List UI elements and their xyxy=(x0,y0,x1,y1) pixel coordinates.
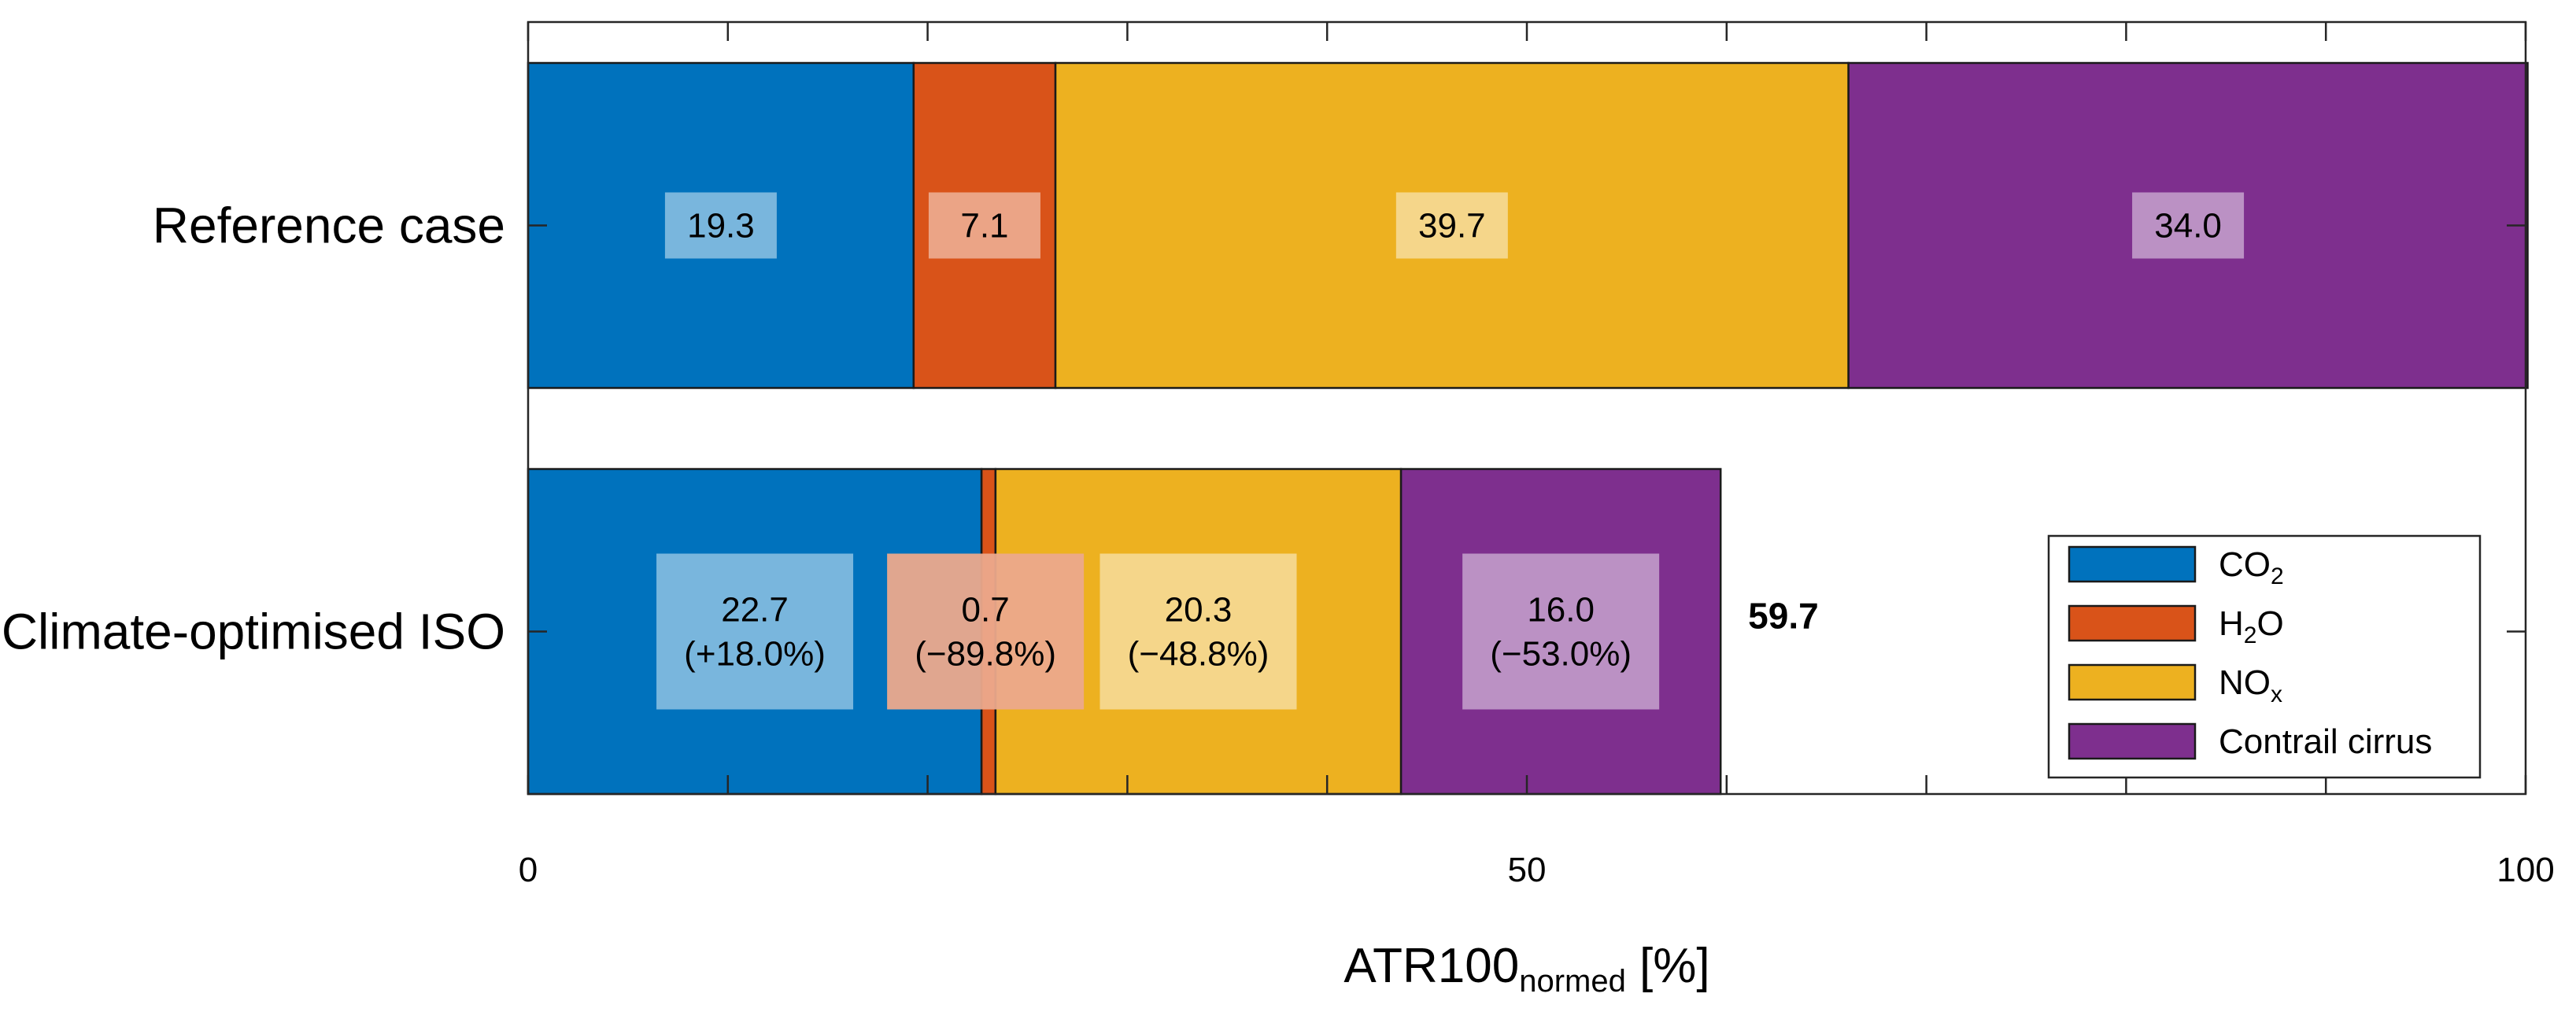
data-label: 39.7 xyxy=(1418,207,1486,246)
x-axis-title-unit: [%] xyxy=(1626,939,1710,993)
data-label-box xyxy=(1100,553,1297,710)
data-label-box xyxy=(1462,553,1660,710)
category-label: Reference case xyxy=(153,198,505,254)
ticks-layer: Reference case Climate-optimised ISO 0 50 10… xyxy=(2,22,2555,889)
data-label: 34.0 xyxy=(2154,207,2222,246)
x-axis-title: ATR100normed [%] xyxy=(1343,939,1709,999)
legend-swatch xyxy=(2068,545,2197,583)
category-label: Climate-optimised ISO xyxy=(2,604,505,660)
data-label: 19.3 xyxy=(687,207,755,246)
data-label-box xyxy=(656,553,854,710)
data-label: (−48.8%) xyxy=(1128,635,1270,674)
data-label: (−53.0%) xyxy=(1490,635,1632,674)
legend-entry: Contrail cirrus xyxy=(2219,722,2432,761)
legend: CO2 H2O NOx Contrail cirrus xyxy=(2047,534,2482,779)
x-tick-label: 0 xyxy=(519,851,538,889)
data-label: (−89.8%) xyxy=(915,635,1056,674)
x-tick-label: 100 xyxy=(2497,851,2554,889)
data-label: 20.3 xyxy=(1165,591,1233,630)
legend-swatch xyxy=(2068,663,2197,701)
data-label: 16.0 xyxy=(1527,591,1595,630)
data-label: (+18.0%) xyxy=(684,635,826,674)
legend-swatch xyxy=(2068,604,2197,642)
total-label: 59.7 xyxy=(1748,596,1819,637)
data-label: 0.7 xyxy=(962,591,1010,630)
x-tick-label: 50 xyxy=(1508,851,1547,889)
data-label-box xyxy=(664,192,777,259)
data-label-box xyxy=(1395,192,1508,259)
x-axis-title-main: ATR100 xyxy=(1343,939,1519,993)
data-labels-layer: 19.3 7.1 39.7 34.0 22.7 (+18.0%) 0.7 (−89.8%) 20… xyxy=(656,192,2245,710)
legend-entry: NOx xyxy=(2219,663,2282,707)
data-label-box xyxy=(928,192,1040,259)
data-label-box xyxy=(887,553,1085,710)
legend-entry: CO2 xyxy=(2219,545,2284,589)
legend-entry: H2O xyxy=(2219,604,2284,648)
legend-swatch xyxy=(2068,722,2197,760)
x-axis-title-subscript: normed xyxy=(1519,964,1626,999)
data-label: 22.7 xyxy=(721,591,789,630)
data-label: 7.1 xyxy=(960,207,1008,246)
data-label-box xyxy=(2132,192,2245,259)
